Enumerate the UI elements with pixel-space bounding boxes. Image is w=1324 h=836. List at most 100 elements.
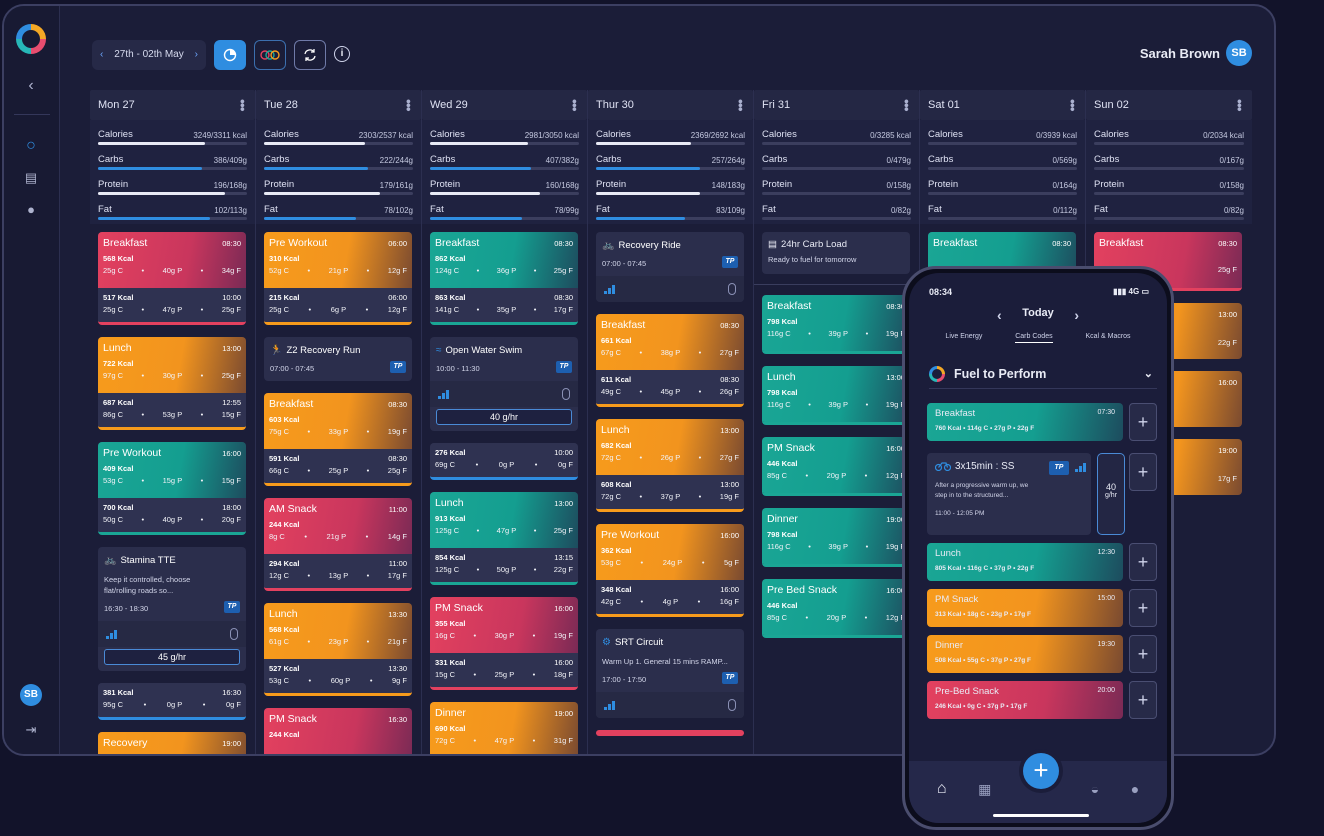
user-avatar[interactable]: SB (1226, 40, 1252, 66)
meal-card[interactable]: PM Snack 16:00 446 Kcal 85g C • 20g P • 12g F (762, 437, 910, 496)
meal-card[interactable]: Lunch 13:00 682 Kcal 72g C • 26g P • 27g F 608 K… (596, 419, 744, 513)
tab-carb-codes[interactable]: Carb Codes (1015, 333, 1053, 343)
workout-card[interactable]: ≈ Open Water Swim 10:00 - 11:30 TP 40 g/hr (430, 337, 578, 432)
chevron-down-icon[interactable]: ⌄ (1143, 368, 1153, 380)
status-signal: ▮▮▮ 4G ▭ (1113, 287, 1149, 296)
profile-icon[interactable]: ● (27, 202, 35, 217)
workout-card[interactable]: 🏃 Z2 Recovery Run 07:00 - 07:45 TP (264, 337, 412, 382)
meal-card[interactable]: Lunch 13:00 722 Kcal 97g C • 30g P • 25g F 687 K… (98, 337, 246, 430)
add-button[interactable]: + (1129, 635, 1157, 673)
workout-card[interactable]: 🚲 Stamina TTE Keep it controlled, choose fl… (98, 547, 246, 672)
dashboard-icon[interactable]: ○ (26, 137, 36, 154)
meal-card[interactable]: Lunch 13:00 798 Kcal 116g C • 39g P • 19g F (762, 366, 910, 425)
more-options-icon[interactable]: ••• (899, 99, 915, 111)
more-options-icon[interactable]: ••• (1065, 99, 1081, 111)
phone-meal-dinner[interactable]: Dinner 19:30 508 Kcal • 55g C • 37g P • … (927, 635, 1123, 673)
logged-meal[interactable]: 854 Kcal 13:15 125g C • 50g P • 22g F (430, 548, 578, 583)
meal-card[interactable]: PM Snack 16:30 244 Kcal (264, 708, 412, 754)
meal-card[interactable]: PM Snack 16:00 355 Kcal 16g C • 30g P • 19g F 33… (430, 597, 578, 691)
logged-meal[interactable]: 863 Kcal 08:30 141g C • 35g P • 17g F (430, 288, 578, 322)
fuel-gauge-icon[interactable] (230, 628, 238, 641)
phone-meal-pre-bed-snack[interactable]: Pre-Bed Snack 20:00 246 Kcal • 0g C • 37… (927, 681, 1123, 719)
app-logo[interactable] (16, 24, 46, 54)
macro-rings-button[interactable] (254, 40, 286, 70)
calendar-icon[interactable]: ▦ (978, 780, 992, 797)
logged-meal[interactable]: 381 Kcal 16:30 95g C • 0g P • 0g F (98, 683, 246, 718)
meal-card[interactable]: Breakfast 08:30 798 Kcal 116g C • 39g P • 19g F (762, 295, 910, 354)
logged-meal[interactable]: 331 Kcal 16:00 15g C • 25g P • 18g F (430, 653, 578, 688)
info-icon[interactable]: i (334, 46, 350, 62)
chevron-left-icon[interactable]: ‹ (100, 49, 104, 60)
add-button[interactable]: + (1129, 681, 1157, 719)
workout-card[interactable]: ⚙ SRT Circuit Warm Up 1. General 15 mins R… (596, 629, 744, 719)
meal-card[interactable]: Pre Workout 16:00 362 Kcal 53g C • 24g P • 5g F… (596, 524, 744, 618)
logged-meal[interactable]: 294 Kcal 11:00 12g C • 13g P • 17g F (264, 554, 412, 589)
meal-card[interactable]: Breakfast 08:30 568 Kcal 25g C • 40g P • 34g F 5… (98, 232, 246, 325)
logged-meal[interactable]: 276 Kcal 10:00 69g C • 0g P • 0g F (430, 443, 578, 478)
sidebar-avatar[interactable]: SB (20, 684, 42, 706)
meal-card[interactable]: Pre Bed Snack 16:00 446 Kcal 85g C • 20g P • 12… (762, 579, 910, 638)
meal-card[interactable]: Breakfast 08:30 862 Kcal 124g C • 36g P • 25g F… (430, 232, 578, 325)
logged-meal[interactable]: 517 Kcal 10:00 25g C • 47g P • 25g F (98, 288, 246, 322)
logged-meal[interactable]: 700 Kcal 18:00 50g C • 40g P • 20g F (98, 498, 246, 532)
prev-day-icon[interactable]: ‹ (997, 307, 1002, 323)
meal-card[interactable]: Breakfast 08:30 603 Kcal 75g C • 33g P • 19g F 5… (264, 393, 412, 487)
logout-icon[interactable]: ⇥ (25, 722, 37, 737)
meal-card[interactable]: Pre Workout 06:00 310 Kcal 52g C • 21g P • 12g … (264, 232, 412, 325)
add-button[interactable]: + (1129, 543, 1157, 581)
sync-button[interactable] (294, 40, 326, 70)
tab-kcal-macros[interactable]: Kcal & Macros (1085, 333, 1131, 340)
logged-fuel-card[interactable]: 276 Kcal 10:00 69g C • 0g P • 0g F (430, 443, 578, 481)
meal-card[interactable]: Pre Workout 16:00 409 Kcal 53g C • 15g P • 15g … (98, 442, 246, 535)
logged-meal[interactable]: 611 Kcal 08:30 49g C • 45g P • 26g F (596, 370, 744, 405)
back-icon[interactable]: ‹ (28, 77, 34, 94)
add-fab-button[interactable]: + (1023, 753, 1059, 789)
tab-live-energy[interactable]: Live Energy (945, 333, 983, 340)
carb-load-note[interactable]: ▤ 24hr Carb Load Ready to fuel for tomorro… (762, 232, 910, 274)
meal-card[interactable] (596, 730, 744, 737)
logged-meal[interactable]: 348 Kcal 16:00 42g C • 4g P • 16g F (596, 580, 744, 615)
phone-workout-card[interactable]: 3x15min : SS TP After a progressive warm… (927, 453, 1091, 535)
food-bowl-icon[interactable]: ◒ (1090, 781, 1100, 797)
carb-rate-box[interactable]: 45 g/hr (104, 649, 240, 666)
add-button[interactable]: + (1129, 403, 1157, 441)
meal-card[interactable]: Lunch 13:30 568 Kcal 61g C • 23g P • 21g F 527 K… (264, 603, 412, 697)
fuel-gauge-icon[interactable] (728, 283, 736, 296)
logged-meal[interactable]: 591 Kcal 08:30 66g C • 25g P • 25g F (264, 449, 412, 484)
workout-title: 🚲 Stamina TTE (104, 555, 240, 566)
more-options-icon[interactable]: ••• (235, 99, 251, 111)
profile-icon[interactable]: ● (1130, 781, 1140, 797)
add-button[interactable]: + (1129, 589, 1157, 627)
chevron-right-icon[interactable]: › (194, 49, 198, 60)
next-day-icon[interactable]: › (1074, 307, 1079, 323)
workout-card[interactable]: 🚲 Recovery Ride 07:00 - 07:45 TP (596, 232, 744, 303)
home-icon[interactable]: ⌂ (936, 780, 947, 797)
logged-fuel-card[interactable]: 381 Kcal 16:30 95g C • 0g P • 0g F (98, 683, 246, 721)
more-options-icon[interactable]: ••• (1232, 99, 1248, 111)
meal-card[interactable]: Dinner 19:00 690 Kcal 72g C • 47g P • 31g F (430, 702, 578, 754)
more-options-icon[interactable]: ••• (567, 99, 583, 111)
logged-meal[interactable]: 608 Kcal 13:00 72g C • 37g P • 19g F (596, 475, 744, 510)
carb-rate-box[interactable]: 40 g/hr (436, 409, 572, 426)
meal-card[interactable]: Dinner 19:00 798 Kcal 116g C • 39g P • 19g F (762, 508, 910, 567)
logged-meal[interactable]: 215 Kcal 06:00 25g C • 6g P • 12g F (264, 288, 412, 322)
meal-card[interactable]: AM Snack 11:00 244 Kcal 8g C • 21g P • 14g F 294… (264, 498, 412, 592)
planner-icon[interactable]: ▤ (24, 170, 38, 185)
carb-rate-gauge[interactable]: 40 g/hr (1097, 453, 1125, 535)
fuel-gauge-icon[interactable] (728, 699, 736, 712)
logged-meal[interactable]: 687 Kcal 12:55 86g C • 53g P • 15g F (98, 393, 246, 427)
fuel-gauge-icon[interactable] (562, 388, 570, 401)
phone-meal-breakfast[interactable]: Breakfast 07:30 760 Kcal • 114g C • 27g … (927, 403, 1123, 441)
more-options-icon[interactable]: ••• (401, 99, 417, 111)
add-button[interactable]: + (1129, 453, 1157, 491)
chart-view-button[interactable] (214, 40, 246, 70)
phone-meal-pm-snack[interactable]: PM Snack 15:00 313 Kcal • 18g C • 23g P … (927, 589, 1123, 627)
plan-title[interactable]: Fuel to Perform ⌄ (929, 359, 1157, 389)
phone-meal-lunch[interactable]: Lunch 12:30 805 Kcal • 116g C • 37g P • … (927, 543, 1123, 581)
logged-meal[interactable]: 527 Kcal 13:30 53g C • 60g P • 9g F (264, 659, 412, 694)
meal-card[interactable]: Lunch 13:00 913 Kcal 125g C • 47g P • 25g F 854 … (430, 492, 578, 586)
more-options-icon[interactable]: ••• (733, 99, 749, 111)
meal-card[interactable]: Recovery 19:00 (98, 732, 246, 754)
date-range-picker[interactable]: ‹ 27th - 02th May › (92, 40, 206, 70)
